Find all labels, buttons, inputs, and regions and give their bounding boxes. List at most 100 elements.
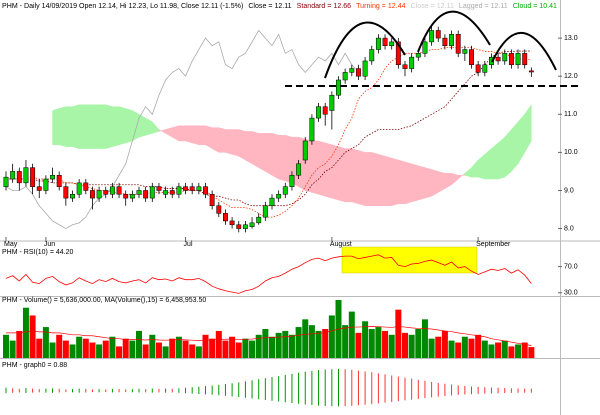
- candle-body: [23, 167, 29, 184]
- candle-body: [10, 171, 16, 180]
- volume-bar: [9, 340, 16, 358]
- volume-bar: [169, 338, 176, 358]
- volume-bar: [388, 334, 395, 358]
- cloud-segment: [118, 106, 126, 146]
- candle-body: [382, 37, 388, 46]
- volume-bar: [82, 338, 89, 358]
- volume-bar: [342, 325, 349, 358]
- volume-bar: [56, 334, 63, 358]
- candle-body: [508, 53, 514, 66]
- cloud-segment: [497, 136, 505, 180]
- candle-body: [322, 106, 328, 115]
- cloud-segment: [225, 129, 233, 155]
- candle-body: [30, 167, 36, 187]
- cloud-segment: [112, 106, 120, 148]
- candle-body: [109, 186, 115, 195]
- volume-bar: [461, 336, 468, 358]
- volume-bar: [515, 344, 522, 358]
- volume-bar: [22, 307, 29, 358]
- volume-bar: [501, 340, 508, 358]
- cloud-segment: [524, 103, 532, 154]
- cloud-segment: [65, 106, 73, 147]
- candle-body: [316, 106, 322, 119]
- legend-entry: Close = 12.11: [248, 3, 291, 10]
- candle-body: [3, 176, 9, 187]
- cloud-segment: [318, 140, 326, 197]
- volume-bar: [116, 346, 123, 358]
- candle-body: [282, 186, 288, 195]
- y-tick-label: 13.0: [564, 35, 578, 42]
- candle-body: [402, 64, 408, 69]
- x-tick-label: September: [476, 241, 511, 248]
- candle-body: [435, 30, 441, 39]
- candle-body: [36, 186, 42, 191]
- volume-bar: [249, 340, 256, 358]
- cloud-segment: [178, 125, 186, 142]
- volume-bar: [162, 346, 169, 358]
- volume-bar: [209, 338, 216, 358]
- volume-bar: [109, 336, 116, 358]
- cloud-segment: [92, 104, 100, 149]
- candle-body: [455, 34, 461, 54]
- candle-body: [515, 53, 521, 66]
- cloud-segment: [218, 127, 226, 153]
- cloud-segment: [404, 161, 412, 205]
- cloud-segment: [424, 167, 432, 199]
- cloud-segment: [338, 146, 346, 203]
- legend-entry: Lagged = 12.11: [459, 3, 508, 10]
- cloud-segment: [105, 104, 113, 149]
- candle-body: [356, 68, 361, 77]
- volume-bar: [235, 342, 242, 358]
- cloud-segment: [85, 104, 93, 149]
- candle-body: [149, 186, 155, 199]
- candle-body: [482, 64, 488, 73]
- volume-bar: [322, 329, 329, 358]
- cloud-segment: [484, 148, 492, 180]
- candle-body: [56, 174, 62, 187]
- cloud-segment: [351, 148, 359, 205]
- volume-bar: [362, 321, 369, 358]
- volume-bar: [16, 330, 23, 358]
- cloud-segment: [52, 108, 60, 146]
- candle-body: [296, 163, 302, 176]
- volume-bar: [155, 342, 162, 358]
- candle-body: [469, 49, 474, 66]
- volume-bar: [262, 329, 269, 358]
- highlight-box: [341, 246, 478, 274]
- candle-body: [502, 53, 508, 62]
- volume-bar: [408, 334, 415, 358]
- x-tick-label: Jun: [44, 241, 55, 248]
- volume-bar: [129, 340, 136, 358]
- candle-body: [395, 41, 401, 66]
- candle-body: [309, 117, 315, 142]
- cloud-segment: [185, 125, 193, 144]
- volume-bar: [89, 342, 96, 358]
- cloud-segment: [265, 133, 273, 176]
- volume-bar: [62, 340, 69, 358]
- candle-body: [242, 224, 248, 229]
- candle-body: [329, 94, 335, 111]
- volume-bar: [222, 340, 229, 358]
- volume-bar: [102, 340, 109, 358]
- candle-body: [262, 205, 268, 218]
- cloud-segment: [205, 125, 213, 150]
- candle-body: [249, 222, 255, 227]
- candle-body: [223, 213, 228, 222]
- volume-bar: [508, 346, 515, 358]
- panel-title: PHM - graph0 = 0.88: [2, 362, 67, 369]
- volume-bar: [242, 338, 249, 358]
- candle-body: [176, 186, 182, 195]
- volume-bar: [29, 315, 36, 358]
- cloud-segment: [418, 165, 426, 201]
- volume-bar: [175, 336, 182, 358]
- cloud-segment: [251, 131, 259, 169]
- volume-bar: [308, 325, 315, 358]
- volume-bar: [96, 344, 103, 358]
- cloud-segment: [198, 125, 206, 146]
- candle-body: [336, 79, 341, 96]
- cloud-segment: [311, 140, 319, 195]
- cloud-segment: [398, 159, 406, 205]
- volume-bar: [415, 329, 422, 358]
- candle-body: [70, 194, 75, 199]
- volume-ma-line: [6, 326, 532, 346]
